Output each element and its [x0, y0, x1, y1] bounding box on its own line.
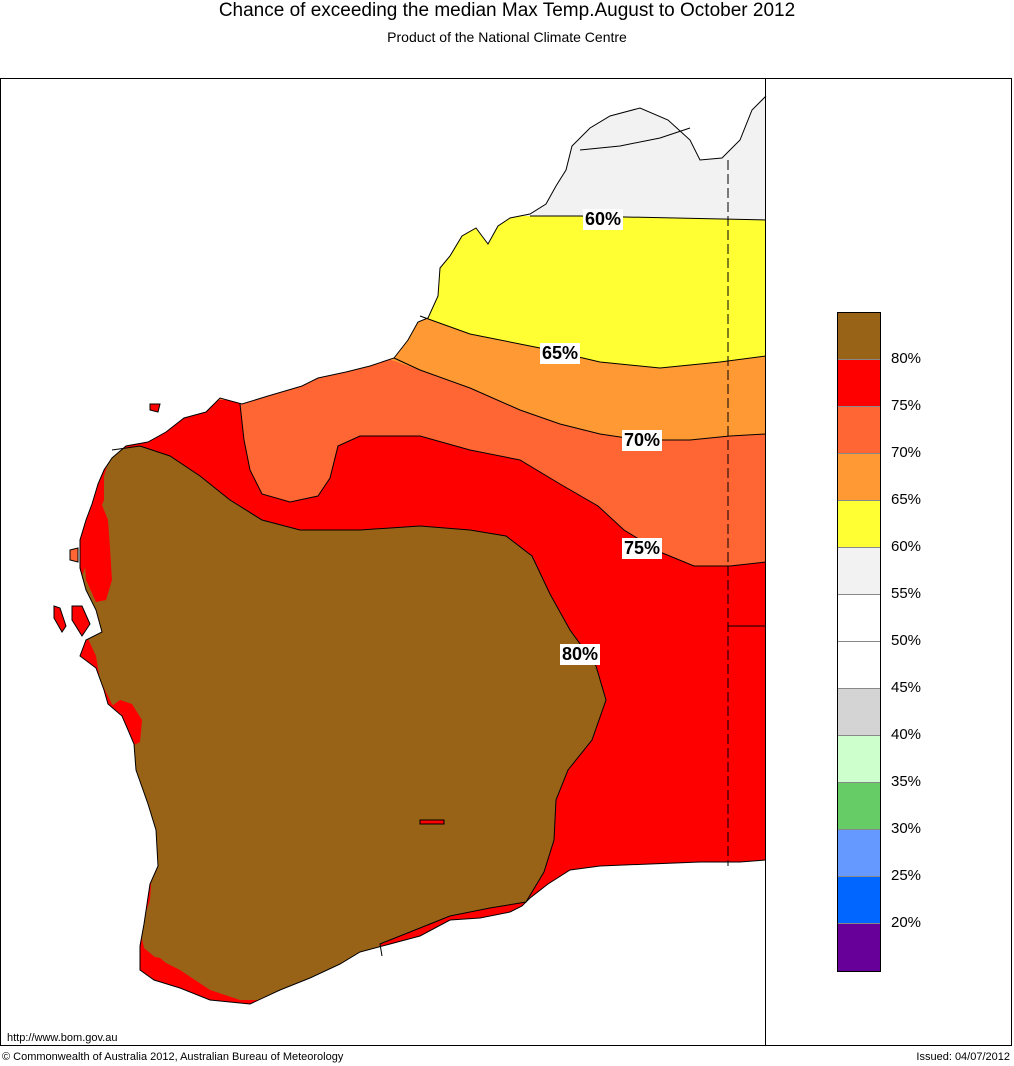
- map-subtitle: Product of the National Climate Centre: [387, 29, 627, 45]
- legend-color-bar: [837, 312, 881, 972]
- legend-swatch: [838, 924, 880, 971]
- issued-date: Issued: 04/07/2012: [916, 1051, 1010, 1063]
- legend-swatch: [838, 595, 880, 642]
- copyright-notice: © Commonwealth of Australia 2012, Austra…: [2, 1051, 344, 1063]
- legend-label: 45%: [891, 679, 922, 696]
- map-legend-divider: [765, 78, 766, 1046]
- map-title: Chance of exceeding the median Max Temp.…: [218, 0, 796, 21]
- contour-label-60: 60%: [583, 209, 624, 230]
- source-url: http://www.bom.gov.au: [7, 1032, 118, 1044]
- legend-label: 50%: [891, 632, 922, 649]
- legend-label: 80%: [891, 350, 922, 367]
- contour-label-65: 65%: [540, 343, 581, 364]
- legend-swatch: [838, 689, 880, 736]
- legend-swatch: [838, 783, 880, 830]
- legend-label: 55%: [891, 585, 922, 602]
- legend-swatch: [838, 877, 880, 924]
- legend-swatch: [838, 830, 880, 877]
- legend-label: 35%: [891, 773, 922, 790]
- legend-label: 75%: [891, 397, 922, 414]
- legend-swatch: [838, 407, 880, 454]
- contour-label-80: 80%: [560, 644, 601, 665]
- legend-swatch: [838, 736, 880, 783]
- legend-label: 25%: [891, 867, 922, 884]
- legend-swatch: [838, 360, 880, 407]
- contour-label-70: 70%: [622, 430, 663, 451]
- legend-label: 60%: [891, 538, 922, 555]
- legend-label: 65%: [891, 491, 922, 508]
- legend-swatch: [838, 501, 880, 548]
- map-frame: [0, 78, 1012, 1046]
- legend-swatch: [838, 454, 880, 501]
- legend-swatch: [838, 548, 880, 595]
- legend-swatch: [838, 313, 880, 360]
- legend-label: 30%: [891, 820, 922, 837]
- legend-swatch: [838, 642, 880, 689]
- contour-label-75: 75%: [622, 538, 663, 559]
- legend-label: 70%: [891, 444, 922, 461]
- legend-label: 20%: [891, 914, 922, 931]
- legend-label: 40%: [891, 726, 922, 743]
